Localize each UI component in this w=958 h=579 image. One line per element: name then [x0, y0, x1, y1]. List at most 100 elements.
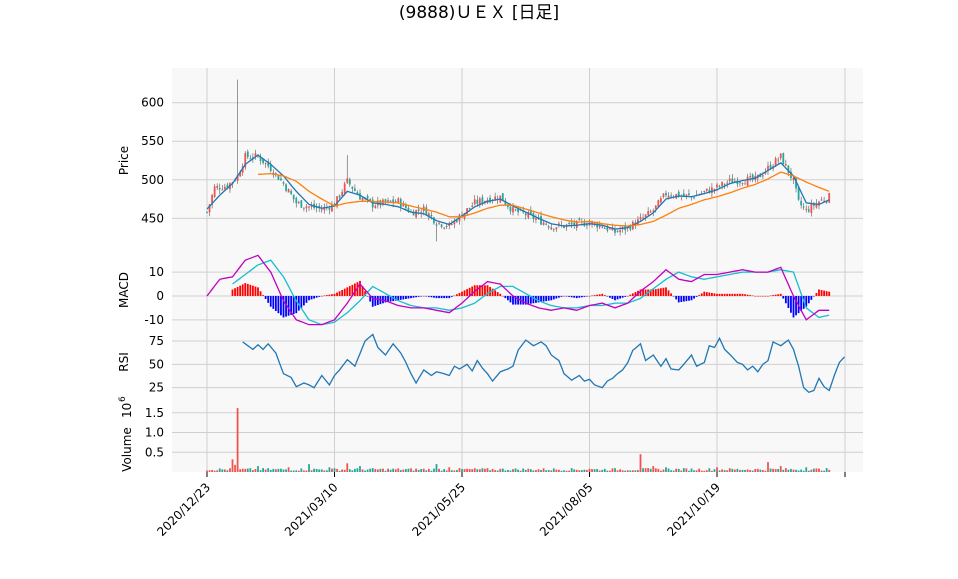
candle-body	[782, 153, 785, 165]
macd-histogram-bar	[405, 295, 407, 299]
macd-histogram-bar	[277, 295, 280, 314]
macd-histogram-bar	[698, 295, 701, 296]
volume-bar	[601, 469, 604, 472]
macd-histogram-bar	[303, 295, 305, 306]
macd-histogram-bar	[468, 287, 471, 296]
chart-title: (9888)ＵＥＸ [日足]	[399, 3, 559, 23]
rsi-panel-background	[172, 327, 863, 397]
volume-bar	[807, 470, 810, 472]
volume-bar	[333, 468, 336, 472]
volume-bar	[552, 468, 555, 472]
candle-body	[685, 194, 688, 196]
volume-bar	[435, 464, 438, 472]
candle-body	[211, 195, 213, 205]
candle-body	[705, 188, 708, 191]
volume-bar	[438, 468, 440, 472]
candle-body	[471, 205, 474, 208]
candle-body	[739, 182, 741, 184]
candle-body	[300, 200, 303, 208]
candle-body	[274, 173, 277, 175]
volume-bar	[331, 468, 333, 472]
volume-bar	[382, 468, 384, 472]
candle-body	[415, 209, 417, 218]
macd-histogram-bar	[305, 295, 308, 303]
volume-bar	[644, 468, 647, 472]
panel-price: 450 500 550 600 Price	[117, 68, 863, 253]
volume-bar	[591, 469, 593, 472]
volume-bar	[394, 469, 397, 472]
candle-body	[787, 165, 790, 174]
candle-body	[476, 199, 479, 204]
candle-body	[800, 200, 803, 206]
macd-histogram-bar	[509, 295, 512, 303]
volume-bar	[499, 468, 502, 472]
macd-histogram-bar	[818, 289, 820, 296]
volume-bar	[389, 469, 392, 472]
macd-histogram-bar	[573, 295, 576, 298]
volume-bar	[397, 468, 400, 472]
volume-bar	[211, 469, 213, 472]
volume-bar	[295, 470, 298, 472]
candle-body	[213, 186, 216, 197]
volume-bar	[300, 468, 303, 472]
candle-body	[733, 181, 736, 183]
volume-bar	[596, 468, 599, 472]
volume-panel-background	[172, 397, 863, 472]
candle-body	[744, 183, 746, 185]
panel-volume: 0.5 1.0 1.5 Volume 106	[118, 396, 863, 472]
macd-histogram-bar	[376, 295, 379, 305]
candle-body	[394, 201, 397, 203]
candle-body	[751, 174, 754, 180]
candle-body	[305, 206, 308, 209]
volume-bar	[629, 470, 632, 472]
volume-bar	[323, 470, 326, 472]
volume-bar	[336, 468, 338, 472]
volume-bar	[818, 468, 820, 472]
macd-histogram-bar	[767, 295, 769, 297]
macd-histogram-bar	[333, 293, 336, 296]
candle-body	[586, 224, 588, 226]
candle-body	[542, 222, 545, 225]
volume-bar	[779, 466, 782, 472]
volume-bar	[478, 469, 481, 472]
candle-body	[629, 226, 632, 230]
macd-histogram-bar	[384, 295, 387, 303]
candle-body	[619, 230, 621, 233]
macd-histogram-bar	[491, 288, 494, 296]
volume-bar	[269, 469, 272, 472]
candle-body	[292, 194, 295, 200]
macd-histogram-bar	[387, 295, 389, 302]
rsi-ytick-label: 50	[149, 357, 164, 371]
volume-bar	[751, 470, 754, 472]
macd-histogram-bar	[328, 294, 331, 296]
macd-histogram-bar	[369, 295, 372, 302]
candle-body	[718, 185, 721, 187]
candle-body	[820, 199, 823, 201]
macd-histogram-bar	[777, 294, 780, 296]
macd-histogram-bar	[614, 295, 616, 301]
price-panel-background	[172, 68, 863, 253]
macd-histogram-bar	[649, 289, 652, 296]
volume-bar	[547, 470, 550, 472]
macd-histogram-bar	[499, 293, 502, 296]
candle-body	[802, 206, 805, 208]
macd-histogram-bar	[514, 295, 517, 305]
macd-histogram-bar	[343, 288, 346, 296]
candle-body	[269, 164, 272, 172]
macd-histogram-bar	[236, 286, 239, 296]
macd-histogram-bar	[295, 295, 298, 314]
macd-histogram-bar	[415, 295, 417, 298]
x-tick-label: 2021/05/25	[409, 480, 468, 539]
macd-histogram-bar	[420, 295, 423, 297]
candle-body	[206, 211, 208, 213]
macd-histogram-bar	[440, 295, 443, 299]
macd-histogram-bar	[631, 293, 634, 296]
macd-histogram-bar	[438, 295, 440, 299]
macd-histogram-bar	[484, 285, 486, 296]
volume-bar	[721, 469, 723, 472]
macd-histogram-bar	[292, 295, 295, 315]
candle-body	[323, 206, 326, 211]
volume-bar	[315, 468, 318, 472]
macd-histogram-bar	[568, 295, 570, 297]
candle-body	[746, 176, 749, 186]
